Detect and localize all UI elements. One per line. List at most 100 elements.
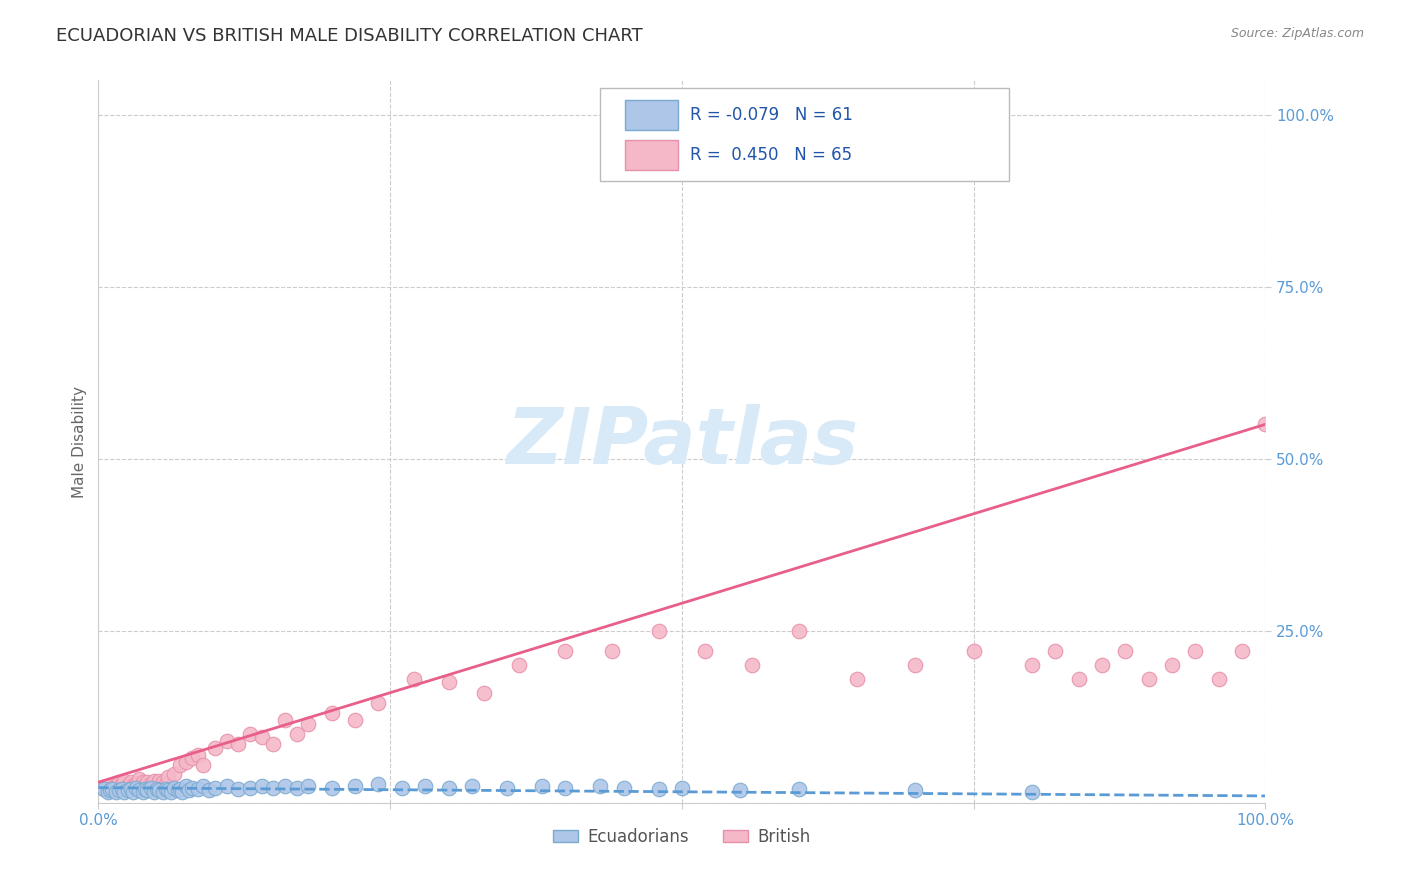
Point [136,783,159,797]
Point [1184,644,1206,658]
Point [174,755,197,769]
Point [297,716,319,731]
Point [613,780,636,795]
Point [108,783,131,797]
Point [148,783,170,797]
Point [169,758,191,772]
Point [180,751,202,765]
Point [125,780,148,795]
Point [104,785,127,799]
Point [204,780,226,795]
Point [846,672,869,686]
Text: ZIPatlas: ZIPatlas [506,403,858,480]
Point [671,780,693,795]
Point [600,644,623,658]
Point [136,775,159,789]
Point [344,713,367,727]
Point [101,782,124,797]
Point [134,782,156,797]
Point [152,785,174,799]
Point [174,779,197,793]
Point [321,780,343,795]
Point [101,780,124,795]
Point [496,780,519,795]
Point [647,624,669,638]
Point [391,780,413,795]
Point [163,767,186,781]
Point [172,785,194,799]
Point [1161,658,1184,673]
Point [93,782,115,797]
Point [1021,785,1043,799]
Point [146,782,169,797]
Point [1137,672,1160,686]
Point [193,779,215,793]
Point [159,785,181,799]
FancyBboxPatch shape [624,100,679,130]
Point [589,779,612,793]
Point [1254,417,1277,432]
Text: R =  0.450   N = 65: R = 0.450 N = 65 [690,145,852,164]
Point [122,779,145,793]
Point [321,706,343,721]
FancyBboxPatch shape [624,139,679,169]
Point [128,772,150,786]
Point [437,780,460,795]
Point [111,776,134,790]
Point [120,782,142,797]
Point [93,782,115,797]
Point [139,780,162,795]
Point [128,783,150,797]
Point [180,780,202,795]
Point [104,779,127,793]
Text: Source: ZipAtlas.com: Source: ZipAtlas.com [1230,27,1364,40]
Point [146,779,169,793]
Point [1230,644,1253,658]
Point [1067,672,1090,686]
Point [647,782,669,797]
Point [98,783,121,797]
Point [228,737,250,751]
Point [215,734,238,748]
Point [187,747,209,762]
Point [239,727,262,741]
Text: R = -0.079   N = 61: R = -0.079 N = 61 [690,106,853,124]
Point [139,776,162,790]
Point [344,779,367,793]
Point [239,780,262,795]
Point [152,775,174,789]
Point [1208,672,1230,686]
Point [262,737,284,751]
Point [169,782,191,797]
Point [117,783,139,797]
Point [215,779,238,793]
Point [285,727,308,741]
Point [472,686,495,700]
Point [262,780,284,795]
Point [122,785,145,799]
Point [730,783,752,797]
Point [367,696,389,710]
FancyBboxPatch shape [600,87,1008,181]
Point [367,776,389,790]
Point [193,758,215,772]
Point [741,658,763,673]
Point [125,776,148,790]
Point [108,775,131,789]
Point [157,770,180,784]
Point [695,644,717,658]
Point [250,731,273,745]
Point [112,773,135,788]
Point [157,783,180,797]
Point [98,783,121,797]
Point [554,644,576,658]
Point [228,782,250,797]
Point [111,782,134,797]
Point [285,780,308,795]
Point [148,773,170,788]
Point [461,779,484,793]
Point [530,779,553,793]
Point [1091,658,1114,673]
Point [274,779,297,793]
Point [1021,658,1043,673]
